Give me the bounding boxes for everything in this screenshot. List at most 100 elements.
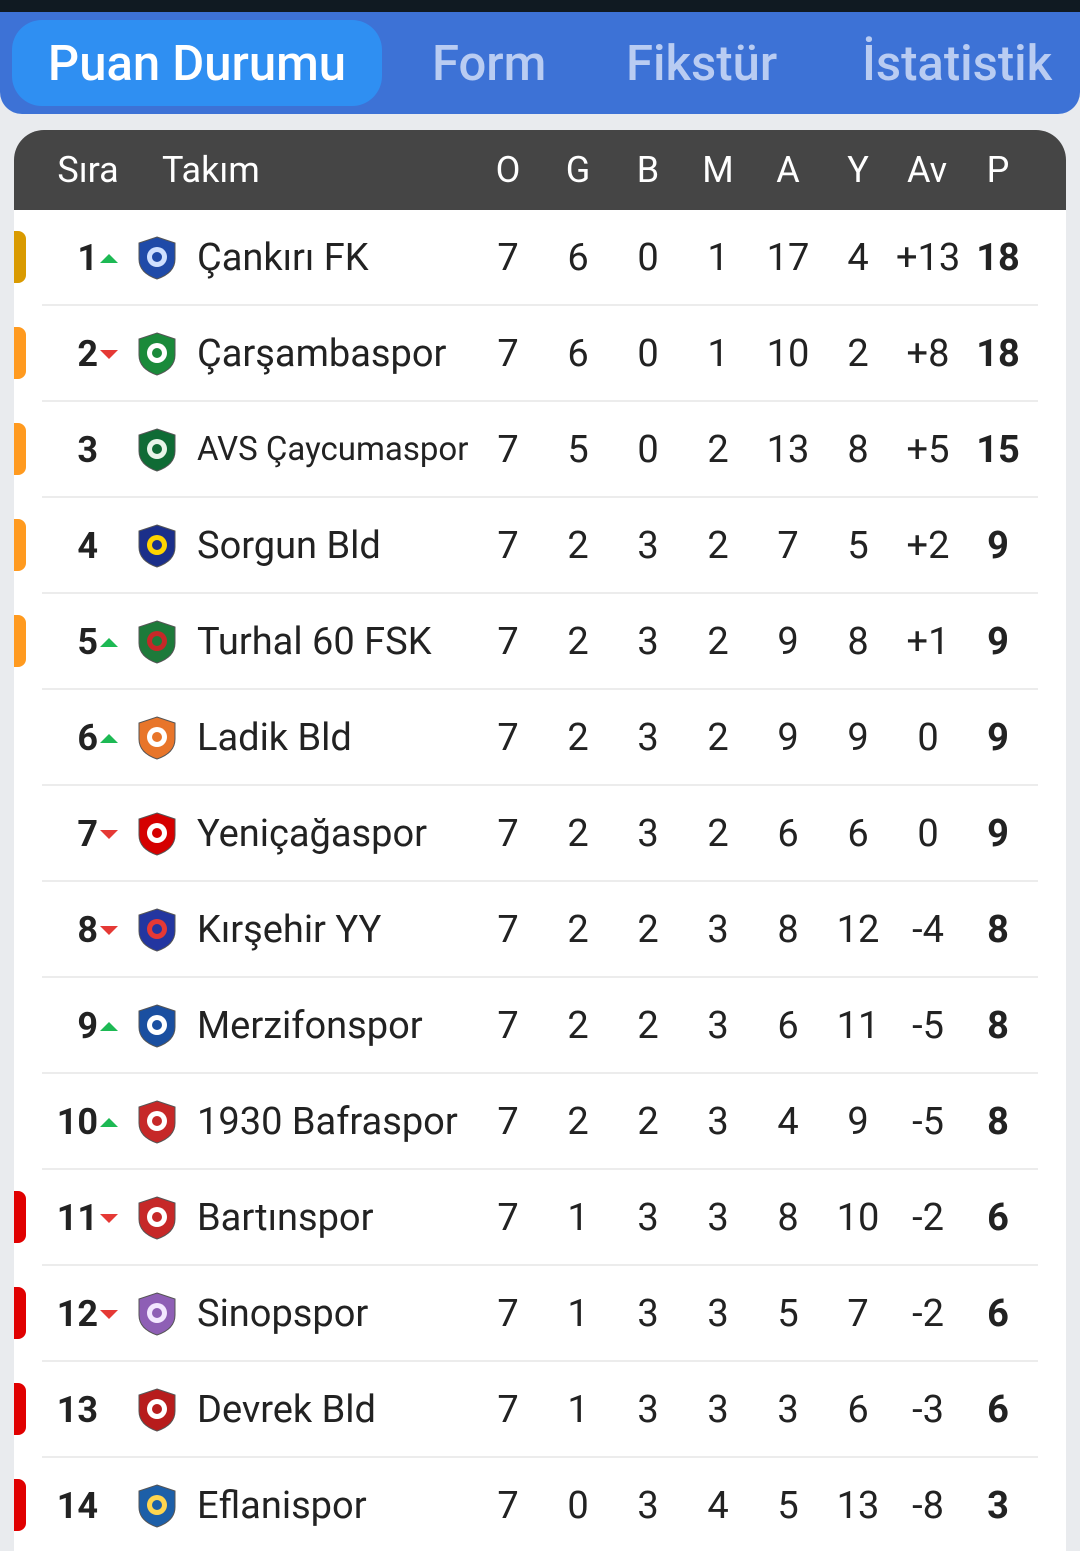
won-cell: 2 xyxy=(567,1004,589,1048)
status-strip xyxy=(0,0,1080,12)
sinopspor-logo-icon xyxy=(135,1291,179,1337)
row-divider xyxy=(42,1168,1038,1170)
team-name[interactable]: Yeniçağaspor xyxy=(197,812,428,856)
team-name[interactable]: Ladik Bld xyxy=(197,716,352,760)
tab-form[interactable]: Form xyxy=(432,34,547,92)
goals-against-cell: 7 xyxy=(847,1292,869,1336)
zone-indicator-relegation xyxy=(14,1479,26,1531)
table-row[interactable]: 1 Çankırı FK 7 6 0 1 17 4 +13 18 xyxy=(14,210,1066,306)
rank-cell: 14 xyxy=(56,1485,98,1527)
goals-against-cell: 6 xyxy=(847,812,869,856)
tab-istatistik[interactable]: İstatistik xyxy=(862,34,1053,92)
points-cell: 6 xyxy=(987,1388,1009,1432)
table-row[interactable]: 13 Devrek Bld 7 1 3 3 3 6 -3 6 xyxy=(14,1362,1066,1458)
team-name[interactable]: AVS Çaycumaspor xyxy=(197,430,469,469)
team-name[interactable]: Sinopspor xyxy=(197,1292,369,1336)
row-divider xyxy=(42,1264,1038,1266)
table-row[interactable]: 5 Turhal 60 FSK 7 2 3 2 9 8 +1 9 xyxy=(14,594,1066,690)
team-name[interactable]: Çankırı FK xyxy=(197,236,369,280)
goals-against-cell: 4 xyxy=(847,236,869,280)
lost-cell: 2 xyxy=(707,620,729,664)
header-team: Takım xyxy=(162,149,260,191)
drawn-cell: 3 xyxy=(637,716,659,760)
row-divider xyxy=(42,784,1038,786)
table-row[interactable]: 9 Merzifonspor 7 2 2 3 6 11 -5 8 xyxy=(14,978,1066,1074)
team-name[interactable]: Eflanispor xyxy=(197,1484,367,1528)
goal-diff-cell: -4 xyxy=(912,908,944,952)
played-cell: 7 xyxy=(497,1196,519,1240)
drawn-cell: 3 xyxy=(637,1196,659,1240)
goal-diff-cell: -2 xyxy=(912,1196,944,1240)
team-name[interactable]: Merzifonspor xyxy=(197,1004,423,1048)
table-row[interactable]: 4 Sorgun Bld 7 2 3 2 7 5 +2 9 xyxy=(14,498,1066,594)
won-cell: 2 xyxy=(567,908,589,952)
drawn-cell: 3 xyxy=(637,1388,659,1432)
table-row[interactable]: 10 1930 Bafraspor 7 2 2 3 4 9 -5 8 xyxy=(14,1074,1066,1170)
header-goal-diff: Av xyxy=(906,149,948,191)
tab-bar: Puan Durumu Form Fikstür İstatistik xyxy=(0,12,1080,114)
row-divider xyxy=(42,304,1038,306)
goals-against-cell: 12 xyxy=(836,908,880,952)
table-row[interactable]: 2 Çarşambaspor 7 6 0 1 10 2 +8 18 xyxy=(14,306,1066,402)
lost-cell: 2 xyxy=(707,716,729,760)
row-divider xyxy=(42,1360,1038,1362)
cankiri-fk-logo-icon xyxy=(135,235,179,281)
won-cell: 2 xyxy=(567,620,589,664)
drawn-cell: 0 xyxy=(637,236,659,280)
standings-table: Sıra Takım O G B M A Y Av P 1 Çankırı FK 7… xyxy=(14,130,1066,1551)
yenicagaspor-logo-icon xyxy=(135,811,179,857)
goal-diff-cell: +8 xyxy=(906,332,950,376)
goals-for-cell: 9 xyxy=(777,620,799,664)
table-row[interactable]: 8 Kırşehir YY 7 2 2 3 8 12 -4 8 xyxy=(14,882,1066,978)
goals-for-cell: 13 xyxy=(766,428,810,472)
trend-up-icon xyxy=(100,254,118,263)
team-name[interactable]: Çarşambaspor xyxy=(197,332,447,376)
rank-cell: 3 xyxy=(77,429,98,471)
tab-puan-durumu[interactable]: Puan Durumu xyxy=(12,20,382,106)
lost-cell: 3 xyxy=(707,1004,729,1048)
tab-fikstur[interactable]: Fikstür xyxy=(626,34,778,92)
goals-against-cell: 5 xyxy=(847,524,869,568)
team-name[interactable]: Bartınspor xyxy=(197,1196,374,1240)
goals-for-cell: 7 xyxy=(777,524,799,568)
won-cell: 6 xyxy=(567,332,589,376)
goal-diff-cell: 0 xyxy=(917,812,939,856)
zone-indicator-relegation xyxy=(14,1191,26,1243)
rank-cell: 8 xyxy=(77,909,98,951)
played-cell: 7 xyxy=(497,332,519,376)
table-row[interactable]: 7 Yeniçağaspor 7 2 3 2 6 6 0 9 xyxy=(14,786,1066,882)
points-cell: 18 xyxy=(976,236,1020,280)
table-row[interactable]: 12 Sinopspor 7 1 3 3 5 7 -2 6 xyxy=(14,1266,1066,1362)
table-row[interactable]: 6 Ladik Bld 7 2 3 2 9 9 0 9 xyxy=(14,690,1066,786)
goal-diff-cell: -2 xyxy=(912,1292,944,1336)
zone-indicator-relegation xyxy=(14,1287,26,1339)
devrek-logo-icon xyxy=(135,1387,179,1433)
team-name[interactable]: Devrek Bld xyxy=(197,1388,376,1432)
drawn-cell: 2 xyxy=(637,1100,659,1144)
rank-cell: 12 xyxy=(56,1293,98,1335)
points-cell: 9 xyxy=(987,524,1009,568)
rank-cell: 9 xyxy=(77,1005,98,1047)
drawn-cell: 3 xyxy=(637,524,659,568)
lost-cell: 3 xyxy=(707,908,729,952)
table-row[interactable]: 11 Bartınspor 7 1 3 3 8 10 -2 6 xyxy=(14,1170,1066,1266)
zone-indicator-playoff xyxy=(14,519,26,571)
won-cell: 2 xyxy=(567,524,589,568)
trend-up-icon xyxy=(100,1118,118,1127)
drawn-cell: 2 xyxy=(637,908,659,952)
trend-down-icon xyxy=(100,1310,118,1319)
played-cell: 7 xyxy=(497,1388,519,1432)
team-name[interactable]: Sorgun Bld xyxy=(197,524,381,568)
points-cell: 3 xyxy=(987,1484,1009,1528)
goals-against-cell: 9 xyxy=(847,1100,869,1144)
row-divider xyxy=(42,400,1038,402)
points-cell: 6 xyxy=(987,1292,1009,1336)
trend-down-icon xyxy=(100,830,118,839)
table-row[interactable]: 14 Eflanispor 7 0 3 4 5 13 -8 3 xyxy=(14,1458,1066,1551)
table-row[interactable]: 3 AVS Çaycumaspor 7 5 0 2 13 8 +5 15 xyxy=(14,402,1066,498)
team-name[interactable]: Kırşehir YY xyxy=(197,908,382,952)
team-name[interactable]: Turhal 60 FSK xyxy=(197,620,432,664)
lost-cell: 1 xyxy=(707,332,729,376)
header-goals-for: A xyxy=(776,149,800,191)
team-name[interactable]: 1930 Bafraspor xyxy=(197,1100,458,1144)
